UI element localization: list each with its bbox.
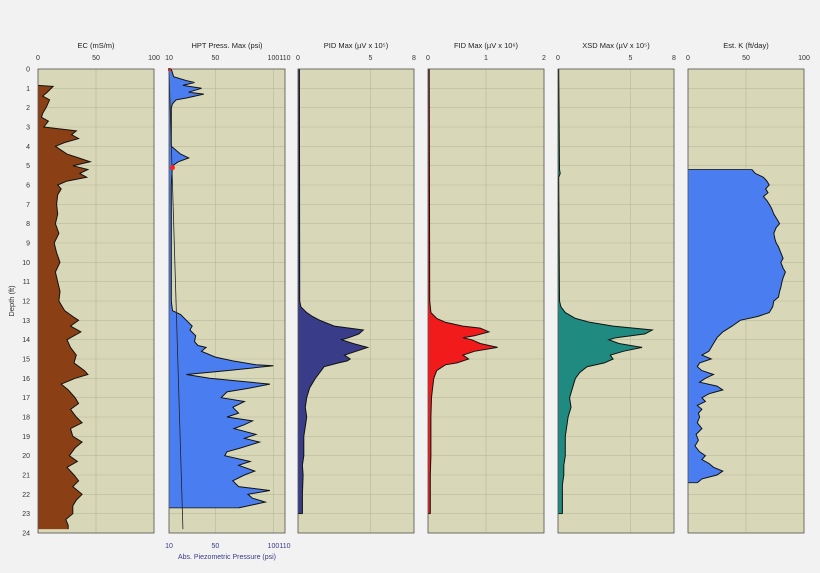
secondary-axis-label: Abs. Piezometric Pressure (psi): [178, 554, 276, 561]
depth-tick-label: 1: [26, 86, 30, 93]
panel-ec: EC (mS/m) 0 50 100: [36, 41, 160, 534]
series-line-fid: [428, 68, 498, 514]
depth-tick-label: 5: [26, 163, 30, 170]
piezometric-marker: [169, 165, 175, 171]
top-tick-label: 2: [542, 55, 546, 62]
depth-axis-label: Depth (ft): [7, 285, 16, 317]
depth-tick-label: 14: [22, 337, 30, 344]
panel-frame: [557, 68, 675, 534]
panel-title: FID Max (µV x 10⁶): [454, 41, 519, 50]
depth-tick-label: 18: [22, 415, 30, 422]
panel-xsd: XSD Max (µV x 10⁵) 0 5 8: [556, 41, 676, 534]
top-tick-label: 100: [268, 55, 280, 62]
depth-axis: Depth (ft) 01234567891011121314151617181…: [7, 67, 30, 538]
panel-frame: [168, 68, 286, 534]
top-tick-label: 100: [148, 55, 160, 62]
depth-tick-label: 11: [23, 279, 30, 286]
depth-tick-label: 13: [22, 318, 30, 325]
depth-tick-label: 4: [26, 144, 30, 151]
top-tick-label: 0: [36, 55, 40, 62]
panel-frame: [687, 68, 805, 534]
bottom-tick-label: 10: [165, 543, 173, 550]
top-tick-label: 50: [212, 55, 220, 62]
depth-tick-label: 15: [22, 357, 30, 364]
depth-tick-label: 10: [22, 260, 30, 267]
depth-tick-label: 23: [22, 511, 30, 518]
series-line-estk: [694, 169, 786, 484]
top-tick-label: 0: [686, 55, 690, 62]
depth-tick-label: 19: [22, 434, 30, 441]
top-tick-label: 50: [742, 55, 750, 62]
top-tick-label: 10: [165, 55, 173, 62]
depth-tick-label: 21: [22, 473, 30, 480]
depth-tick-label: 20: [22, 453, 30, 460]
top-tick-label: 0: [556, 55, 560, 62]
top-tick-label: 5: [629, 55, 633, 62]
depth-tick-label: 7: [26, 202, 30, 209]
series-area-estk: [688, 169, 786, 483]
bottom-tick-label: 110: [279, 543, 290, 550]
panel-fid: FID Max (µV x 10⁶) 0 1 2: [426, 41, 546, 534]
depth-tick-label: 22: [22, 492, 30, 499]
depth-tick-label: 0: [26, 67, 30, 74]
depth-tick-label: 16: [22, 376, 30, 383]
depth-tick-label: 3: [26, 125, 30, 132]
top-tick-label: 110: [279, 55, 290, 62]
series-line-ec: [37, 84, 93, 530]
series-area-hpt: [169, 69, 274, 508]
panel-title: EC (mS/m): [77, 41, 115, 50]
bottom-tick-label: 100: [268, 543, 280, 550]
panel-frame: [37, 68, 155, 534]
top-tick-label: 1: [484, 55, 488, 62]
panel-title: PID Max (µV x 10⁵): [324, 41, 389, 50]
panel-frame: [297, 68, 415, 534]
series-line-pid: [298, 68, 370, 514]
depth-tick-label: 9: [26, 241, 30, 248]
hpt-top-marker: [168, 68, 171, 71]
top-tick-label: 50: [92, 55, 100, 62]
top-tick-label: 100: [798, 55, 810, 62]
panel-frame: [427, 68, 545, 534]
panel-title: XSD Max (µV x 10⁵): [582, 41, 650, 50]
bottom-tick-label: 50: [212, 543, 220, 550]
depth-tick-label: 24: [22, 531, 30, 538]
panel-pid: PID Max (µV x 10⁵) 0 5 8: [296, 41, 416, 534]
depth-tick-label: 8: [26, 221, 30, 228]
series-line-xsd: [558, 68, 654, 514]
panel-title: HPT Press. Max (psi): [191, 41, 263, 50]
panel-estk: Est. K (ft/day) 0 50 100: [686, 41, 810, 534]
depth-tick-label: 17: [22, 395, 30, 402]
depth-tick-label: 2: [26, 105, 30, 112]
series-line-hpt: [170, 68, 274, 509]
top-tick-label: 0: [296, 55, 300, 62]
piezometric-pressure-line: [168, 68, 184, 530]
top-tick-label: 0: [426, 55, 430, 62]
top-tick-label: 8: [412, 55, 416, 62]
depth-tick-label: 6: [26, 183, 30, 190]
top-tick-label: 8: [672, 55, 676, 62]
top-tick-label: 5: [369, 55, 373, 62]
panel-title: Est. K (ft/day): [723, 41, 769, 50]
depth-tick-label: 12: [22, 299, 30, 306]
